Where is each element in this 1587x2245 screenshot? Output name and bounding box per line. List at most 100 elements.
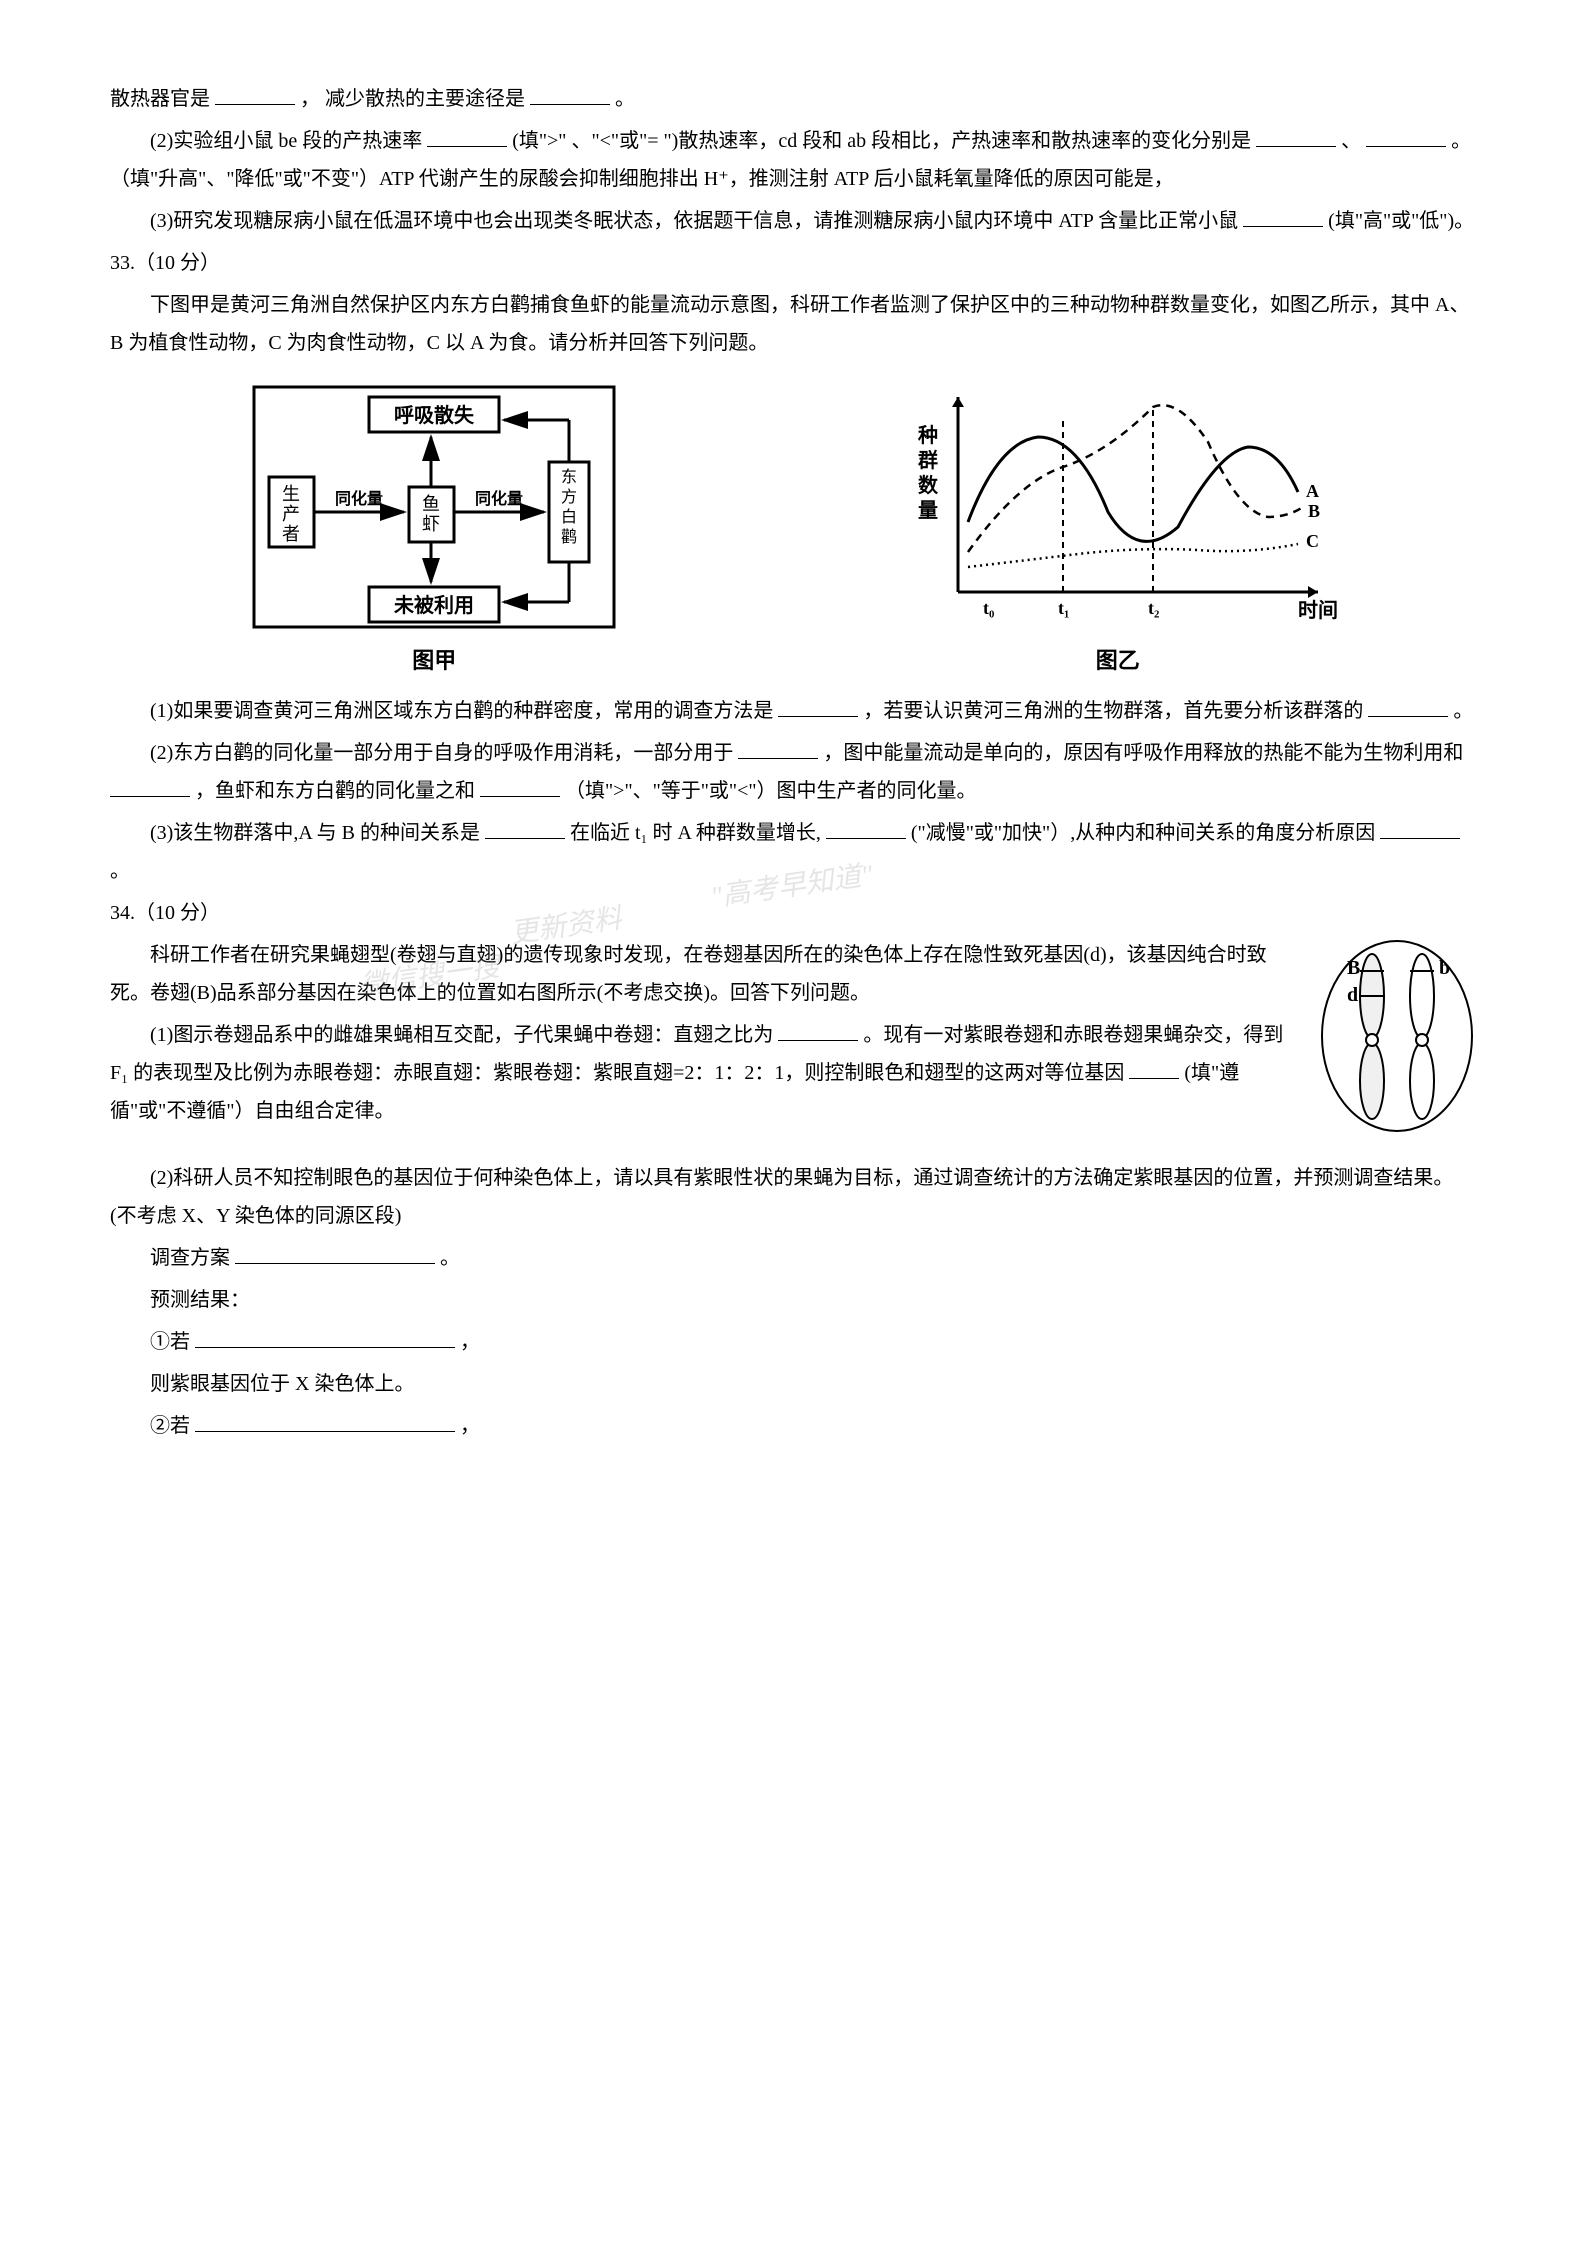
text: (2)东方白鹳的同化量一部分用于自身的呼吸作用消耗，一部分用于 [150,742,733,764]
q34-number: 34.（10 分） [110,894,1477,932]
svg-text:量: 量 [918,499,938,522]
figures-row: 生 产 者 鱼 虾 东 方 白 鹳 呼吸散失 未被利用 [110,382,1477,682]
text: 。 [440,1247,460,1269]
figure-jia-caption: 图甲 [249,640,619,682]
text: ①若 [150,1331,190,1353]
text: (1)如果要调查黄河三角洲区域东方白鹳的种群密度，常用的调查方法是 [150,700,773,722]
svg-text:d: d [1347,984,1358,1006]
q33-sub1: (1)如果要调查黄河三角洲区域东方白鹳的种群密度，常用的调查方法是 ，若要认识黄… [110,692,1477,730]
text: 在临近 t₁ 时 A 种群数量增长, [570,822,821,844]
blank [215,81,295,105]
text: (填">" 、"<"或"= ")散热速率，cd 段和 ab 段相比，产热速率和散… [512,130,1251,152]
blank [110,773,190,797]
text: (3)该生物群落中,A 与 B 的种间关系是 [150,822,480,844]
blank [235,1240,435,1264]
q34-result1b: 则紫眼基因位于 X 染色体上。 [110,1365,1477,1403]
svg-text:A: A [1306,481,1319,501]
svg-text:未被利用: 未被利用 [394,593,474,617]
blank [1256,123,1336,147]
blank [1243,203,1323,227]
text: 。 [615,88,635,110]
svg-text:数: 数 [918,473,939,497]
figure-yi: 种 群 数 量 时间 t₀ t₁ t₂ A B [898,382,1338,682]
blank [1380,815,1460,839]
svg-text:t₁: t₁ [1058,598,1069,618]
q33-number: 33.（10 分） [110,244,1477,282]
blank [1368,693,1448,717]
text: ，若要认识黄河三角洲的生物群落，首先要分析该群落的 [863,700,1363,722]
text: ， [460,1331,480,1353]
text: (1)图示卷翅品系中的雌雄果蝇相互交配，子代果蝇中卷翅：直翅之比为 [150,1024,773,1046]
figure-yi-caption: 图乙 [898,640,1338,682]
blank [1129,1055,1179,1079]
q34-predict-label: 预测结果： [110,1281,1477,1319]
svg-text:B: B [1308,501,1320,521]
svg-text:t₀: t₀ [983,598,994,618]
q34-intro: 科研工作者在研究果蝇翅型(卷翅与直翅)的遗传现象时发现，在卷翅基因所在的染色体上… [110,936,1477,1012]
text: 散热器官是 [110,88,210,110]
blank [778,1017,858,1041]
svg-text:生: 生 [282,484,300,504]
preamble-line1: 散热器官是 ， 减少散热的主要途径是 。 [110,80,1477,118]
q34-result2: ②若 ， [110,1407,1477,1445]
svg-text:虾: 虾 [422,514,440,534]
svg-text:B: B [1347,957,1360,979]
blank [530,81,610,105]
preamble-q2: (2)实验组小鼠 be 段的产热速率 (填">" 、"<"或"= ")散热速率，… [110,122,1477,198]
svg-text:群: 群 [917,448,938,472]
svg-text:时间: 时间 [1298,599,1338,622]
svg-text:方: 方 [561,488,577,506]
svg-text:同化量: 同化量 [475,489,523,508]
svg-text:鱼: 鱼 [422,494,440,514]
page-content: 散热器官是 ， 减少散热的主要途径是 。 (2)实验组小鼠 be 段的产热速率 … [110,80,1477,1445]
text: ， [460,1415,480,1437]
chromosome-diagram: B d b [1317,936,1477,1136]
svg-text:产: 产 [282,504,300,524]
text: （填">"、"等于"或"<"）图中生产者的同化量。 [565,780,977,802]
svg-text:呼吸散失: 呼吸散失 [394,403,475,427]
svg-text:种: 种 [917,424,938,447]
text: ("减慢"或"加快"）,从种内和种间关系的角度分析原因 [911,822,1375,844]
blank [485,815,565,839]
preamble-q3: (3)研究发现糖尿病小鼠在低温环境中也会出现类冬眠状态，依据题干信息，请推测糖尿… [110,202,1477,240]
q33-sub3: (3)该生物群落中,A 与 B 的种间关系是 在临近 t₁ 时 A 种群数量增长… [110,814,1477,890]
blank [195,1324,455,1348]
energy-flow-diagram: 生 产 者 鱼 虾 东 方 白 鹳 呼吸散失 未被利用 [249,382,619,632]
text: (填"高"或"低")。 [1328,210,1474,232]
svg-text:者: 者 [282,524,300,544]
text: 、 [1341,130,1361,152]
blank [738,735,818,759]
population-chart: 种 群 数 量 时间 t₀ t₁ t₂ A B [898,382,1338,632]
figure-jia: 生 产 者 鱼 虾 东 方 白 鹳 呼吸散失 未被利用 [249,382,619,682]
blank [1366,123,1446,147]
q34-sub2: (2)科研人员不知控制眼色的基因位于何种染色体上，请以具有紫眼性状的果蝇为目标，… [110,1159,1477,1235]
blank [195,1408,455,1432]
text: ， 减少散热的主要途径是 [300,88,525,110]
svg-text:t₂: t₂ [1148,598,1159,618]
q34-block: B d b 科研工作者在研究果蝇翅型(卷翅与直翅)的遗传现象时发现，在卷翅基因所… [110,936,1477,1159]
svg-text:东: 东 [561,468,577,486]
blank [826,815,906,839]
q34-result1a: ①若 ， [110,1323,1477,1361]
text: 。 [1453,700,1473,722]
text: ②若 [150,1415,190,1437]
question-number: 33.（10 分） [110,252,220,274]
text: 。 [110,860,130,882]
text: 调查方案 [150,1247,230,1269]
svg-text:同化量: 同化量 [335,489,383,508]
q33-intro: 下图甲是黄河三角洲自然保护区内东方白鹳捕食鱼虾的能量流动示意图，科研工作者监测了… [110,286,1477,362]
text: ，图中能量流动是单向的，原因有呼吸作用释放的热能不能为生物利用和 [823,742,1463,764]
text: (3)研究发现糖尿病小鼠在低温环境中也会出现类冬眠状态，依据题干信息，请推测糖尿… [150,210,1238,232]
blank [427,123,507,147]
svg-text:鹳: 鹳 [561,527,577,546]
blank [480,773,560,797]
q33-sub2: (2)东方白鹳的同化量一部分用于自身的呼吸作用消耗，一部分用于 ，图中能量流动是… [110,734,1477,810]
q34-plan: 调查方案 。 [110,1239,1477,1277]
svg-text:b: b [1439,957,1450,979]
blank [778,693,858,717]
chromosome-figure: B d b [1317,936,1477,1149]
text: (2)实验组小鼠 be 段的产热速率 [150,130,422,152]
question-number: 34.（10 分） [110,902,220,924]
q34-sub1: (1)图示卷翅品系中的雌雄果蝇相互交配，子代果蝇中卷翅：直翅之比为 。现有一对紫… [110,1016,1477,1130]
svg-text:白: 白 [561,508,577,526]
